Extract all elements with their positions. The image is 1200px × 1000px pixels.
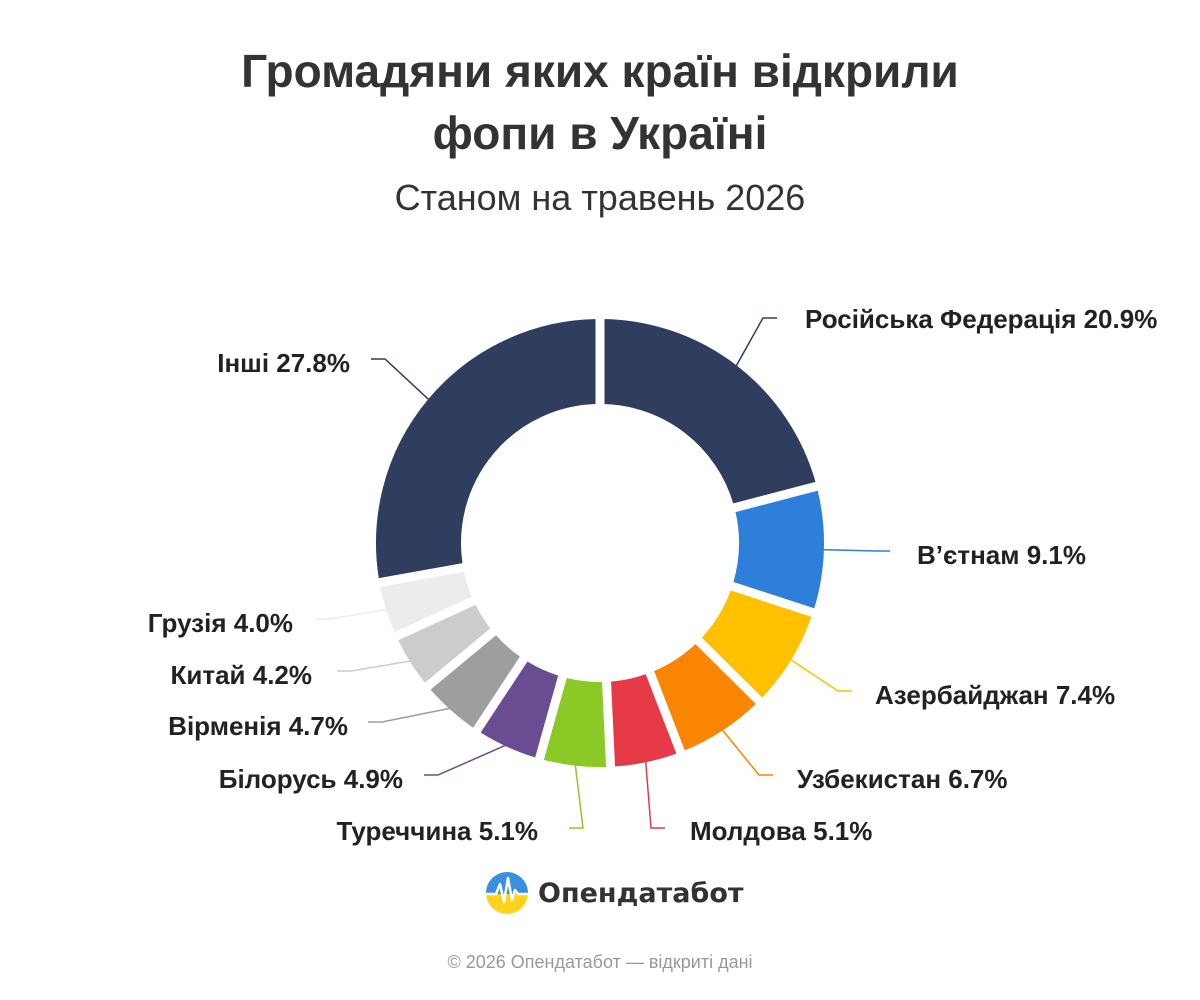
leader-line: [644, 759, 665, 829]
donut-slice: [541, 675, 609, 769]
slice-label: В’єтнам 9.1%: [917, 540, 1086, 570]
slice-label: Інші 27.8%: [217, 348, 350, 378]
leader-line: [788, 657, 852, 692]
donut-slice: [395, 602, 493, 686]
donut-slice: [478, 659, 561, 760]
slice-label: Вірменія 4.7%: [168, 711, 348, 741]
leader-line: [569, 762, 584, 829]
slice-label: Білорусь 4.9%: [219, 764, 403, 794]
leader-line: [316, 608, 390, 620]
chart-title: Громадяни яких країн відкрили фопи в Укр…: [0, 40, 1200, 164]
donut-slice: [428, 632, 523, 731]
brand-name: Опендатабот: [538, 877, 744, 909]
leader-line: [368, 707, 453, 723]
leader-line: [424, 743, 509, 776]
chart-subtitle: Станом на травень 2026: [394, 177, 806, 218]
donut-slice: [378, 569, 475, 635]
leader-line: [371, 358, 431, 402]
chart-title-line-1: Громадяни яких країн відкрили: [241, 45, 959, 97]
donut-slice: [651, 641, 759, 753]
footer-copyright: © 2026 Опендатабот — відкриті дані: [447, 952, 753, 972]
donut-slice: [699, 588, 814, 700]
donut-slice: [609, 671, 679, 769]
slice-label: Російська Федерація 20.9%: [805, 304, 1157, 334]
leader-line: [820, 548, 890, 552]
chart-title-line-2: фопи в Україні: [432, 107, 768, 159]
donut-slice: [602, 317, 818, 506]
donut-slice: [731, 488, 826, 611]
slice-label: Китай 4.2%: [170, 660, 312, 690]
slice-label: Азербайджан 7.4%: [875, 680, 1115, 710]
slice-label: Молдова 5.1%: [690, 816, 872, 846]
slice-label: Узбекистан 6.7%: [797, 764, 1008, 794]
brand-logo: Опендатабот: [484, 870, 744, 916]
leader-line: [734, 317, 777, 369]
leader-line: [337, 659, 414, 672]
slice-label: Туреччина 5.1%: [336, 816, 538, 846]
donut-slice: [374, 317, 598, 581]
leader-line: [720, 727, 773, 776]
slice-label: Грузія 4.0%: [148, 608, 293, 638]
opendatabot-logo-icon: [486, 872, 528, 914]
